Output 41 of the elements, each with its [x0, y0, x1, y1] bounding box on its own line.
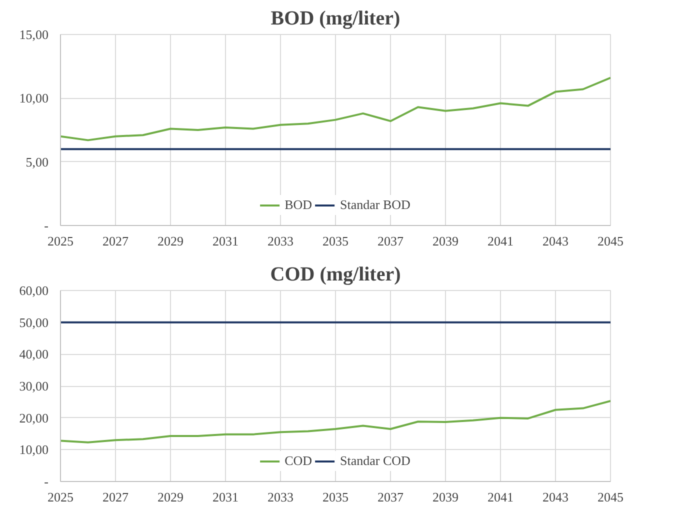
chart-title: COD (mg/liter)	[270, 264, 401, 286]
x-tick-label: 2033	[268, 490, 294, 504]
x-tick-label: 2031	[212, 234, 238, 248]
legend-label: Standar COD	[340, 453, 410, 469]
x-tick-label: 2041	[488, 490, 514, 504]
x-tick-label: 2037	[378, 490, 404, 504]
x-tick-label: 2043	[542, 490, 568, 504]
chart-title: BOD (mg/liter)	[270, 8, 400, 30]
y-tick-label: 20,00	[19, 410, 48, 426]
y-tick-label: -	[44, 474, 49, 489]
legend-label: BOD	[284, 197, 312, 213]
line-series	[60, 76, 610, 142]
y-tick-label: 15,00	[19, 27, 48, 42]
x-tick-label: 2029	[158, 490, 184, 504]
y-tick-label: 40,00	[19, 346, 48, 362]
y-tick-label: 60,00	[19, 283, 48, 298]
y-tick-label: 5,00	[26, 154, 48, 170]
x-tick-label: 2035	[322, 234, 348, 248]
legend-label: Standar BOD	[340, 197, 410, 213]
y-tick-label: 10,00	[19, 90, 48, 106]
x-tick-label: 2031	[212, 490, 238, 504]
x-tick-label: 2025	[48, 490, 74, 504]
x-tick-label: 2037	[378, 234, 404, 248]
x-tick-label: 2029	[158, 234, 184, 248]
line-series	[60, 400, 610, 444]
y-tick-label: 50,00	[19, 314, 48, 330]
x-tick-label: 2033	[268, 234, 294, 248]
y-tick-label: 10,00	[19, 442, 48, 458]
x-tick-label: 2041	[488, 234, 514, 248]
y-tick-label: -	[44, 218, 49, 233]
x-tick-label: 2039	[432, 234, 458, 248]
x-tick-label: 2035	[322, 490, 348, 504]
x-tick-label: 2027	[102, 234, 129, 248]
x-tick-label: 2045	[598, 490, 624, 504]
y-tick-label: 30,00	[19, 378, 48, 394]
x-tick-label: 2045	[598, 234, 624, 248]
legend-label: COD	[284, 453, 312, 469]
x-tick-label: 2043	[542, 234, 568, 248]
x-tick-label: 2039	[432, 490, 458, 504]
x-tick-label: 2027	[102, 490, 129, 504]
x-tick-label: 2025	[48, 234, 74, 248]
